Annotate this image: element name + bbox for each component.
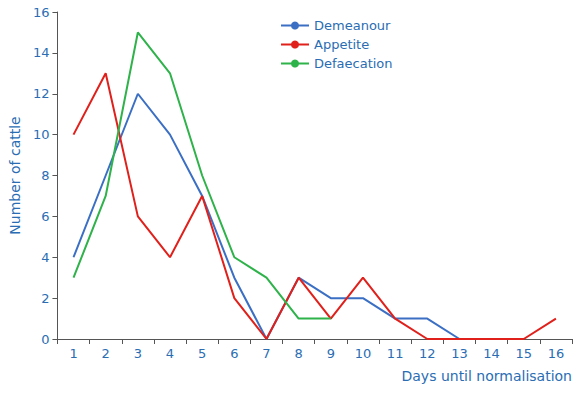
svg-text:2: 2 xyxy=(41,291,49,306)
svg-text:10: 10 xyxy=(355,346,372,361)
svg-text:9: 9 xyxy=(327,346,335,361)
svg-text:12: 12 xyxy=(419,346,436,361)
svg-text:8: 8 xyxy=(41,168,49,183)
svg-text:2: 2 xyxy=(102,346,110,361)
svg-text:16: 16 xyxy=(33,5,50,20)
svg-text:Demeanour: Demeanour xyxy=(314,18,391,33)
svg-text:12: 12 xyxy=(33,86,50,101)
svg-text:5: 5 xyxy=(198,346,206,361)
svg-text:4: 4 xyxy=(166,346,174,361)
svg-text:Appetite: Appetite xyxy=(314,37,369,52)
svg-text:11: 11 xyxy=(387,346,404,361)
svg-text:14: 14 xyxy=(483,346,500,361)
svg-text:8: 8 xyxy=(295,346,303,361)
svg-text:6: 6 xyxy=(41,209,49,224)
svg-text:Days until normalisation: Days until normalisation xyxy=(402,368,573,384)
svg-text:14: 14 xyxy=(33,45,50,60)
svg-text:0: 0 xyxy=(41,332,49,347)
svg-text:10: 10 xyxy=(33,127,50,142)
svg-text:16: 16 xyxy=(548,346,565,361)
svg-text:15: 15 xyxy=(515,346,532,361)
svg-text:Defaecation: Defaecation xyxy=(314,56,393,71)
svg-text:7: 7 xyxy=(262,346,270,361)
svg-text:6: 6 xyxy=(230,346,238,361)
svg-text:13: 13 xyxy=(451,346,468,361)
svg-text:4: 4 xyxy=(41,250,49,265)
svg-text:Number of cattle: Number of cattle xyxy=(7,116,23,234)
svg-text:1: 1 xyxy=(69,346,77,361)
svg-text:3: 3 xyxy=(134,346,142,361)
